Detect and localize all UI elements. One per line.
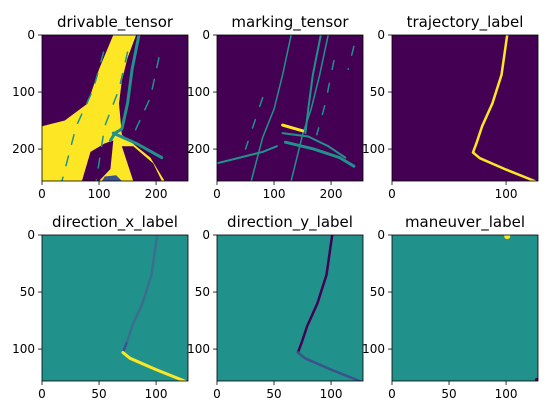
heatmap-dot: [504, 235, 511, 240]
x-tick-label: 50: [266, 387, 281, 401]
y-tick-label: 100: [187, 342, 210, 356]
axes-frame: [216, 34, 364, 182]
x-tick-label: 0: [213, 387, 221, 401]
heatmap-stroke: [347, 45, 355, 70]
x-tick-label: 50: [91, 387, 106, 401]
heatmap-image: [121, 235, 187, 381]
subplot-4: direction_x_label 0 50 100 0 50 100: [12, 213, 189, 401]
y-tick-label: 50: [370, 85, 385, 99]
x-tick-label: 100: [495, 387, 518, 401]
heatmap-stroke: [132, 57, 160, 136]
y-tick-label: 50: [370, 285, 385, 299]
heatmap-stroke: [121, 342, 128, 354]
heatmap-stroke: [296, 235, 334, 354]
subplot-title: trajectory_label: [407, 13, 524, 32]
heatmap-region: [81, 140, 114, 181]
subplot-title: direction_x_label: [52, 213, 178, 232]
heatmap-image: [42, 35, 165, 181]
y-tick-label: 50: [20, 285, 35, 299]
subplot-title: drivable_tensor: [57, 13, 174, 32]
x-tick-label: 100: [320, 387, 343, 401]
x-tick-label: 0: [388, 187, 396, 201]
heatmap-stroke: [111, 131, 164, 160]
x-tick-label: 0: [38, 187, 46, 201]
heatmap-stroke: [290, 35, 329, 181]
heatmap-region: [121, 146, 162, 181]
y-tick-label: 0: [202, 228, 210, 242]
y-tick-label: 100: [362, 142, 385, 156]
axes-frame: [391, 234, 539, 382]
heatmap-background: [392, 35, 538, 181]
subplot-title: marking_tensor: [231, 13, 349, 32]
y-tick-label: 0: [377, 228, 385, 242]
subplot-6: maneuver_label 0 50 100 0 50 100: [362, 213, 539, 401]
axes-frame: [391, 34, 539, 182]
y-tick-label: 0: [27, 228, 35, 242]
subplot-1: drivable_tensor 0 100 200 0 100 200: [12, 13, 189, 201]
heatmap-region: [42, 35, 165, 181]
x-tick-label: 50: [441, 387, 456, 401]
subplot-title: direction_y_label: [227, 213, 353, 232]
x-tick-label: 100: [88, 187, 111, 201]
y-tick-label: 200: [12, 142, 35, 156]
x-tick-label: 200: [320, 187, 343, 201]
axes-frame: [41, 34, 189, 182]
x-tick-label: 100: [263, 187, 286, 201]
heatmap-stroke: [125, 235, 159, 345]
heatmap-image: [217, 35, 356, 181]
heatmap-background: [392, 235, 538, 381]
heatmap-image: [471, 35, 536, 181]
x-tick-label: 0: [213, 187, 221, 201]
heatmap-stroke: [244, 96, 264, 150]
heatmap-stroke: [283, 140, 356, 168]
axes-frame: [216, 234, 364, 382]
y-tick-label: 200: [187, 142, 210, 156]
y-tick-label: 50: [195, 285, 210, 299]
x-tick-label: 0: [388, 387, 396, 401]
heatmap-stroke: [121, 350, 187, 381]
y-tick-label: 100: [362, 342, 385, 356]
subplot-3: trajectory_label 0 100 0 50 100: [362, 13, 539, 201]
heatmap-stroke: [304, 35, 322, 135]
heatmap-stroke: [296, 351, 361, 381]
heatmap-stroke: [281, 123, 305, 133]
heatmap-image: [504, 235, 538, 381]
heatmap-stroke: [471, 35, 536, 181]
x-tick-label: 200: [145, 187, 168, 201]
y-tick-label: 100: [12, 342, 35, 356]
x-tick-label: 100: [495, 187, 518, 201]
y-tick-label: 100: [187, 85, 210, 99]
heatmap-stroke: [281, 132, 347, 159]
y-tick-label: 100: [12, 85, 35, 99]
x-tick-label: 100: [145, 387, 168, 401]
y-tick-label: 0: [202, 28, 210, 42]
heatmap-region: [101, 175, 122, 181]
heatmap-background: [42, 235, 188, 381]
subplot-title: maneuver_label: [405, 213, 525, 232]
subplot-2: marking_tensor 0 100 200 0 100 200: [187, 13, 364, 201]
x-tick-label: 0: [38, 387, 46, 401]
heatmap-image: [296, 235, 361, 381]
subplot-5: direction_y_label 0 50 100 0 50 100: [187, 213, 364, 401]
axes-frame: [41, 234, 189, 382]
y-tick-label: 0: [377, 28, 385, 42]
heatmap-background: [217, 235, 363, 381]
heatmap-stroke: [217, 145, 278, 165]
y-tick-label: 0: [27, 28, 35, 42]
heatmap-dot: [534, 377, 538, 381]
